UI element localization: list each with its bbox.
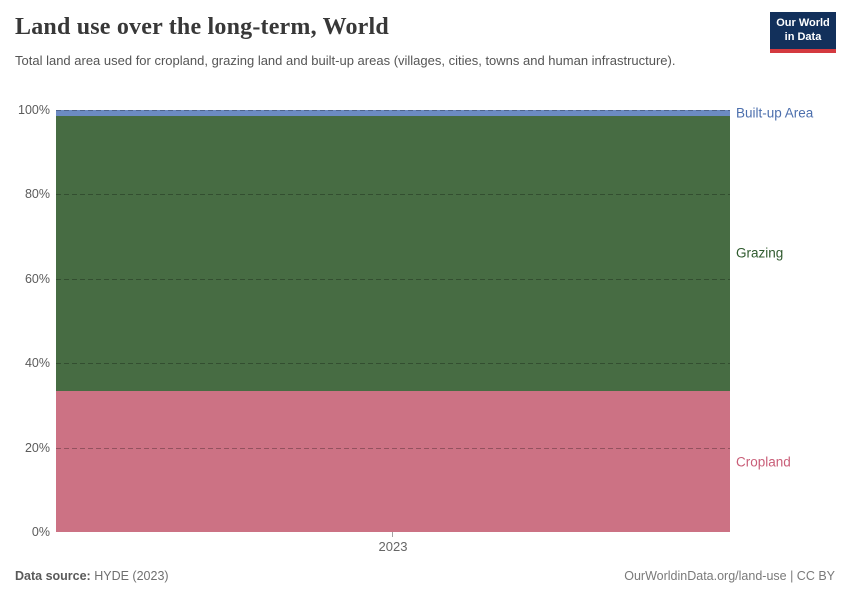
area-cropland[interactable] bbox=[56, 391, 730, 532]
y-tick-60: 60% bbox=[24, 271, 50, 286]
series-label-grazing[interactable]: Grazing bbox=[736, 245, 784, 261]
y-tick-100: 100% bbox=[18, 103, 50, 117]
y-tick-20: 20% bbox=[24, 440, 50, 455]
data-source-value: HYDE (2023) bbox=[94, 569, 169, 583]
owid-logo[interactable]: Our World in Data bbox=[770, 12, 836, 53]
area-built-up[interactable] bbox=[56, 110, 730, 116]
x-tick-label-2023: 2023 bbox=[378, 539, 408, 554]
x-tick-mark bbox=[392, 532, 393, 537]
owid-logo-line2: in Data bbox=[784, 30, 822, 43]
y-tick-80: 80% bbox=[24, 187, 50, 202]
series-label-built-up[interactable]: Built-up Area bbox=[736, 105, 814, 121]
chart-footer: Data source: HYDE (2023) OurWorldinData.… bbox=[15, 569, 835, 583]
chart-subtitle: Total land area used for cropland, grazi… bbox=[15, 53, 676, 68]
page-title: Land use over the long-term, World bbox=[15, 14, 389, 40]
y-tick-40: 40% bbox=[24, 356, 50, 371]
y-tick-0: 0% bbox=[31, 525, 50, 539]
plot-area bbox=[56, 110, 730, 532]
series-labels: Cropland Grazing Built-up Area bbox=[736, 105, 846, 532]
data-source: Data source: HYDE (2023) bbox=[15, 569, 169, 583]
area-grazing[interactable] bbox=[56, 115, 730, 392]
data-source-label: Data source: bbox=[15, 569, 91, 583]
owid-logo-line1: Our World bbox=[776, 17, 830, 29]
owid-credit-link[interactable]: OurWorldinData.org/land-use | CC BY bbox=[624, 569, 835, 583]
y-axis: 100% 80% 60% 40% 20% 0% bbox=[0, 103, 50, 539]
series-label-cropland[interactable]: Cropland bbox=[736, 454, 791, 470]
